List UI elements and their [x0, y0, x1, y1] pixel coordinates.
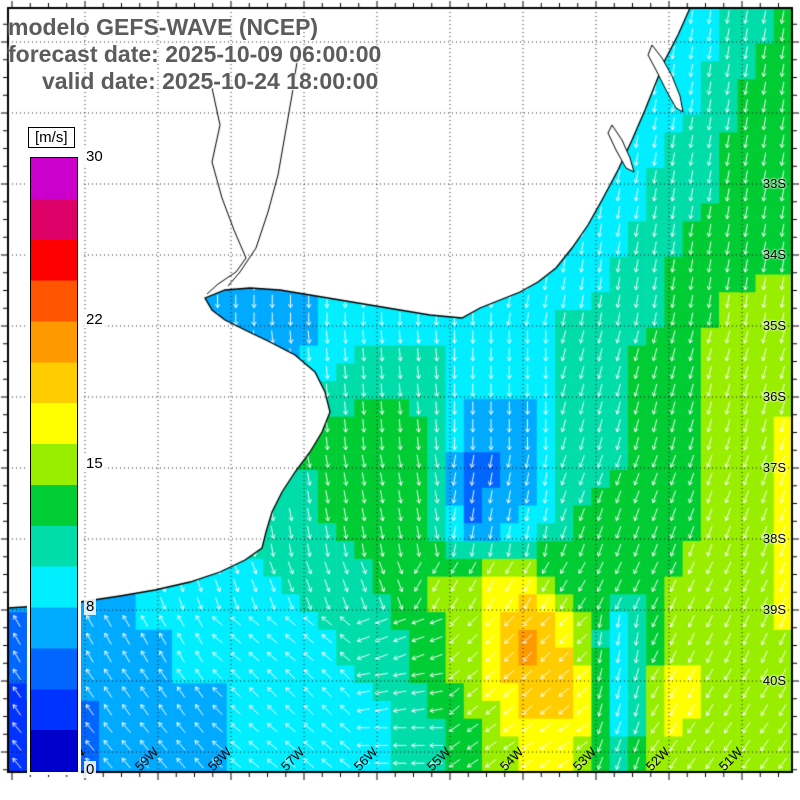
colorbar-tick-label: 22 — [84, 311, 105, 329]
colorbar-tick-label: 15 — [84, 454, 105, 472]
forecast-date-line: forecast date: 2025-10-09 06:00:00 — [8, 41, 382, 67]
title-block: modelo GEFS-WAVE (NCEP) forecast date: 2… — [8, 14, 381, 95]
colorbar-gradient — [30, 157, 78, 772]
colorbar-tick-label: 8 — [84, 597, 97, 615]
valid-date-line: valid date: 2025-10-24 18:00:00 — [42, 68, 379, 94]
colorbar-unit-label: [m/s] — [28, 127, 75, 148]
model-title: modelo GEFS-WAVE (NCEP) — [8, 14, 319, 40]
colorbar-tick-label: 0 — [84, 761, 97, 778]
colorbar-tick-label: 30 — [84, 148, 105, 165]
